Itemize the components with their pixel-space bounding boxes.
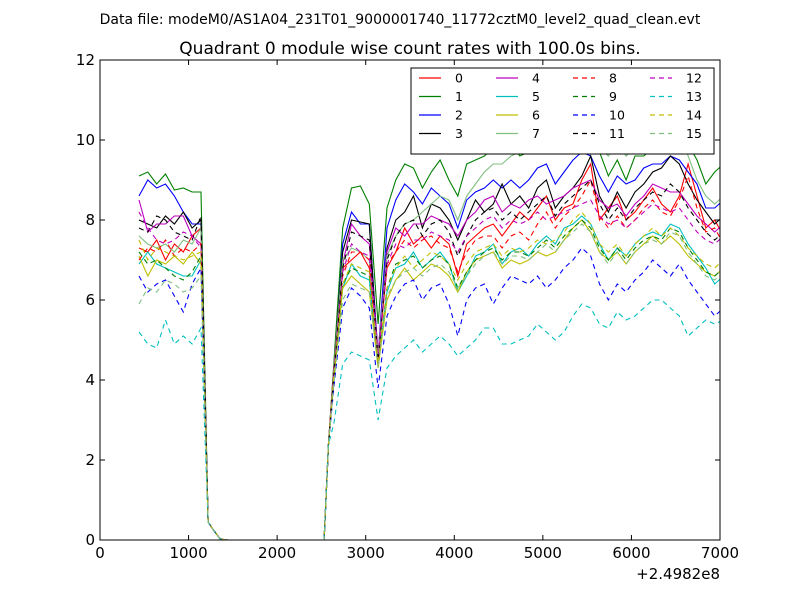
legend-box — [410, 67, 715, 155]
y-tick-label: 8 — [85, 211, 95, 229]
series-line-6 — [138, 219, 720, 540]
x-tick-label: 0 — [95, 544, 105, 562]
y-tick-label: 6 — [85, 291, 95, 309]
series-line-1 — [138, 115, 720, 540]
series-line-11 — [138, 179, 720, 540]
legend-label-1: 1 — [455, 89, 463, 104]
series-line-5 — [138, 215, 720, 540]
legend-label-8: 8 — [609, 71, 617, 86]
legend-label-4: 4 — [532, 71, 540, 86]
x-tick-label: 5000 — [524, 544, 562, 562]
series-line-12 — [138, 199, 720, 540]
series-line-10 — [138, 247, 720, 540]
legend-label-14: 14 — [686, 108, 702, 123]
y-tick-label: 10 — [76, 131, 95, 149]
x-tick-label: 7000 — [701, 544, 739, 562]
series-line-7 — [138, 107, 720, 540]
legend-label-2: 2 — [455, 108, 463, 123]
y-tick-label: 2 — [85, 451, 95, 469]
legend-label-7: 7 — [532, 126, 540, 141]
legend-label-9: 9 — [609, 89, 617, 104]
legend-label-6: 6 — [532, 108, 540, 123]
legend-label-12: 12 — [686, 71, 702, 86]
legend-label-0: 0 — [455, 71, 463, 86]
series-line-4 — [138, 179, 720, 540]
x-offset-label: +2.4982e8 — [636, 565, 720, 583]
legend-label-13: 13 — [686, 89, 702, 104]
x-tick-label: 6000 — [612, 544, 650, 562]
figure-suptitle: Data file: modeM0/AS1A04_231T01_90000017… — [100, 12, 701, 28]
chart-title: Quadrant 0 module wise count rates with … — [179, 39, 640, 59]
legend-label-15: 15 — [686, 126, 702, 141]
series-line-0 — [138, 161, 720, 540]
series-line-13 — [138, 299, 720, 540]
legend-label-11: 11 — [609, 126, 625, 141]
legend-label-10: 10 — [609, 108, 625, 123]
series-line-8 — [138, 174, 720, 540]
series-line-2 — [138, 151, 720, 540]
x-tick-label: 4000 — [435, 544, 473, 562]
series-line-9 — [138, 219, 720, 540]
legend-label-5: 5 — [532, 89, 540, 104]
x-tick-label: 1000 — [169, 544, 207, 562]
series-line-15 — [138, 223, 720, 540]
series-line-3 — [138, 154, 720, 540]
legend-label-3: 3 — [455, 126, 463, 141]
y-tick-label: 0 — [85, 531, 95, 549]
y-tick-label: 4 — [85, 371, 95, 389]
x-tick-label: 3000 — [347, 544, 385, 562]
series-line-14 — [138, 211, 720, 540]
x-tick-label: 2000 — [258, 544, 296, 562]
plot-area — [138, 107, 720, 540]
y-tick-label: 12 — [76, 51, 95, 69]
